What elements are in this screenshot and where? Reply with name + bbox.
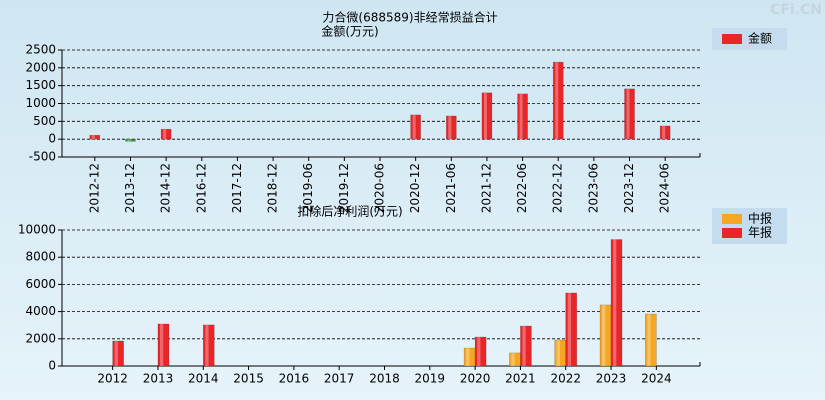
x-tick-label: 2020 (460, 372, 491, 386)
x-tick-label: 2014 (188, 372, 219, 386)
x-tick-label: 2012-12 (87, 163, 101, 213)
bar (474, 336, 487, 367)
x-tick-label: 2016-12 (194, 163, 208, 213)
bar-highlight (602, 304, 606, 366)
bar-highlight (127, 139, 131, 142)
legend-label: 年报 (748, 225, 772, 240)
bar (610, 239, 623, 367)
bar-highlight (626, 88, 630, 140)
bar (565, 292, 578, 367)
bar (160, 128, 172, 140)
y-tick-label: 1000 (25, 96, 56, 110)
chart-title: 扣除后净利润(万元) (297, 204, 402, 219)
bar (554, 339, 567, 367)
x-tick-label: 2022-06 (515, 163, 529, 213)
bar-highlight (511, 352, 515, 366)
bar-highlight (519, 93, 523, 140)
legend-swatch (722, 34, 742, 44)
bar (463, 347, 476, 367)
x-tick-label: 2018 (369, 372, 400, 386)
y-tick-label: 8000 (25, 250, 56, 264)
x-tick-label: 2014-12 (159, 163, 173, 213)
y-tick-label: 2000 (25, 331, 56, 345)
bar-highlight (159, 323, 164, 366)
x-tick-label: 2018-12 (266, 163, 280, 213)
watermark: CFi.CN (770, 2, 822, 18)
y-tick-label: 0 (48, 132, 56, 146)
x-tick-label: 2019-12 (337, 163, 351, 213)
bar-highlight (205, 324, 209, 366)
bar (552, 61, 564, 140)
bar (125, 138, 136, 142)
bar-highlight (477, 337, 481, 366)
x-tick-label: 2022-12 (551, 163, 565, 213)
bar (445, 115, 457, 140)
x-tick-label: 2013 (143, 372, 174, 386)
x-tick-label: 2013-12 (123, 163, 137, 213)
x-tick-label: 2023-06 (586, 163, 600, 213)
y-tick-label: 0 (48, 359, 56, 373)
x-tick-label: 2020-06 (373, 163, 387, 213)
bar (509, 352, 521, 367)
bar (517, 93, 528, 140)
bar-highlight (522, 326, 526, 366)
bar (659, 125, 671, 140)
legend-label: 金额 (748, 31, 772, 46)
legend-swatch (722, 228, 742, 238)
x-tick-label: 2021-12 (479, 163, 493, 213)
x-tick-label: 2017-12 (230, 163, 244, 213)
bar-highlight (567, 292, 572, 366)
bar (599, 304, 612, 367)
bar-highlight (412, 114, 416, 140)
y-tick-label: 1500 (25, 78, 56, 92)
x-tick-label: 2019-06 (301, 163, 315, 213)
x-tick-label: 2021 (505, 372, 536, 386)
bar (202, 324, 215, 367)
bar-highlight (556, 340, 561, 366)
y-tick-label: -500 (29, 150, 56, 164)
x-tick-label: 2020-12 (408, 163, 422, 213)
x-tick-label: 2012 (97, 372, 128, 386)
bar-highlight (613, 239, 617, 366)
y-tick-label: 2000 (25, 60, 56, 74)
bar-highlight (114, 340, 118, 366)
bar-highlight (647, 314, 651, 366)
bar-highlight (662, 125, 666, 140)
x-tick-label: 2022 (550, 372, 581, 386)
x-tick-label: 2024-06 (658, 163, 672, 213)
y-tick-label: 2500 (25, 43, 56, 57)
bar-highlight (555, 62, 559, 140)
bar-highlight (163, 129, 167, 140)
x-tick-label: 2023 (596, 372, 627, 386)
bar (410, 114, 421, 140)
y-tick-label: 10000 (18, 223, 56, 237)
y-axis-label: 金额(万元) (321, 24, 378, 39)
x-tick-label: 2016 (279, 372, 310, 386)
y-tick-label: 4000 (25, 304, 56, 318)
bar-highlight (483, 92, 487, 140)
bar-highlight (91, 135, 95, 140)
x-tick-label: 2023-12 (622, 163, 636, 213)
bar (157, 323, 170, 367)
x-tick-label: 2021-06 (444, 163, 458, 213)
bar (520, 325, 532, 367)
x-tick-label: 2019 (415, 372, 446, 386)
y-tick-label: 500 (33, 114, 56, 128)
x-tick-label: 2024 (641, 372, 672, 386)
bar (89, 134, 101, 140)
bar-highlight (466, 348, 470, 366)
x-tick-label: 2015 (233, 372, 264, 386)
bar (645, 313, 657, 367)
bar (624, 88, 635, 140)
bar-highlight (448, 115, 452, 140)
bar (481, 92, 493, 140)
x-tick-label: 2017 (324, 372, 355, 386)
legend-box (712, 28, 787, 50)
chart-title: 力合微(688589)非经常损益合计 (322, 10, 497, 25)
legend-swatch (722, 214, 742, 224)
y-tick-label: 6000 (25, 277, 56, 291)
bar (112, 340, 124, 367)
legend-label: 中报 (748, 211, 772, 226)
